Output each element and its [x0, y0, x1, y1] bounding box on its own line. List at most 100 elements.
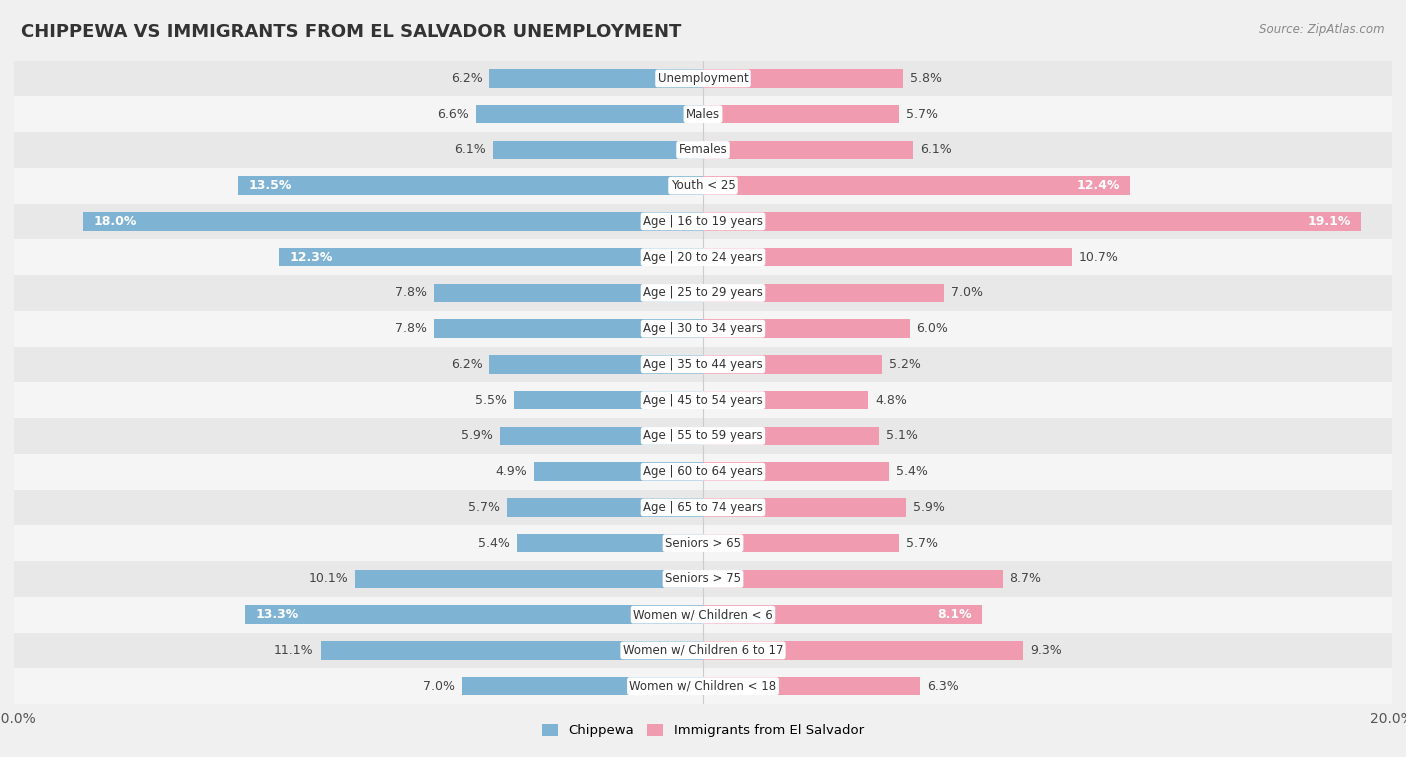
Text: 7.0%: 7.0%	[423, 680, 456, 693]
Legend: Chippewa, Immigrants from El Salvador: Chippewa, Immigrants from El Salvador	[537, 718, 869, 743]
Bar	[703, 248, 1071, 266]
Bar	[703, 569, 1002, 588]
Bar	[14, 597, 1392, 633]
Bar	[703, 319, 910, 338]
Bar	[703, 606, 981, 624]
Bar	[14, 204, 1392, 239]
Bar	[321, 641, 703, 659]
Text: 4.9%: 4.9%	[495, 465, 527, 478]
Bar	[356, 569, 703, 588]
Bar	[494, 141, 703, 159]
Text: 5.2%: 5.2%	[889, 358, 921, 371]
Text: 7.8%: 7.8%	[395, 286, 427, 300]
Bar	[703, 141, 912, 159]
Bar	[703, 427, 879, 445]
Text: 6.1%: 6.1%	[920, 143, 952, 157]
Bar	[499, 427, 703, 445]
Bar	[14, 61, 1392, 96]
Text: 5.7%: 5.7%	[468, 501, 499, 514]
Bar	[14, 239, 1392, 275]
Text: Males: Males	[686, 107, 720, 120]
Text: Women w/ Children < 6: Women w/ Children < 6	[633, 608, 773, 621]
Text: Unemployment: Unemployment	[658, 72, 748, 85]
Text: Seniors > 75: Seniors > 75	[665, 572, 741, 585]
Bar	[475, 105, 703, 123]
Text: 8.7%: 8.7%	[1010, 572, 1042, 585]
Bar	[489, 69, 703, 88]
Text: 12.4%: 12.4%	[1077, 179, 1119, 192]
Bar	[14, 347, 1392, 382]
Bar	[280, 248, 703, 266]
Text: 5.1%: 5.1%	[886, 429, 918, 442]
Bar	[14, 275, 1392, 311]
Text: Age | 25 to 29 years: Age | 25 to 29 years	[643, 286, 763, 300]
Bar	[506, 498, 703, 517]
Text: 13.3%: 13.3%	[256, 608, 298, 621]
Bar	[83, 212, 703, 231]
Bar	[434, 284, 703, 302]
Bar	[489, 355, 703, 374]
Bar	[703, 391, 869, 410]
Bar	[238, 176, 703, 195]
Bar	[513, 391, 703, 410]
Text: 19.1%: 19.1%	[1308, 215, 1351, 228]
Bar	[14, 168, 1392, 204]
Text: CHIPPEWA VS IMMIGRANTS FROM EL SALVADOR UNEMPLOYMENT: CHIPPEWA VS IMMIGRANTS FROM EL SALVADOR …	[21, 23, 682, 41]
Text: 5.8%: 5.8%	[910, 72, 942, 85]
Text: Age | 35 to 44 years: Age | 35 to 44 years	[643, 358, 763, 371]
Text: Women w/ Children 6 to 17: Women w/ Children 6 to 17	[623, 644, 783, 657]
Bar	[14, 561, 1392, 597]
Text: 5.7%: 5.7%	[907, 107, 938, 120]
Text: Source: ZipAtlas.com: Source: ZipAtlas.com	[1260, 23, 1385, 36]
Text: 10.7%: 10.7%	[1078, 251, 1118, 263]
Bar	[14, 490, 1392, 525]
Bar	[703, 105, 900, 123]
Text: Age | 55 to 59 years: Age | 55 to 59 years	[643, 429, 763, 442]
Text: 6.1%: 6.1%	[454, 143, 486, 157]
Bar	[14, 418, 1392, 453]
Text: 5.4%: 5.4%	[478, 537, 510, 550]
Text: 6.2%: 6.2%	[451, 358, 482, 371]
Bar	[245, 606, 703, 624]
Text: 6.0%: 6.0%	[917, 322, 949, 335]
Text: Age | 20 to 24 years: Age | 20 to 24 years	[643, 251, 763, 263]
Text: Youth < 25: Youth < 25	[671, 179, 735, 192]
Bar	[14, 453, 1392, 490]
Text: 10.1%: 10.1%	[308, 572, 349, 585]
Text: 7.8%: 7.8%	[395, 322, 427, 335]
Text: Age | 60 to 64 years: Age | 60 to 64 years	[643, 465, 763, 478]
Bar	[14, 132, 1392, 168]
Bar	[703, 463, 889, 481]
Text: 8.1%: 8.1%	[936, 608, 972, 621]
Text: Age | 16 to 19 years: Age | 16 to 19 years	[643, 215, 763, 228]
Text: 6.2%: 6.2%	[451, 72, 482, 85]
Bar	[703, 534, 900, 553]
Text: Age | 65 to 74 years: Age | 65 to 74 years	[643, 501, 763, 514]
Bar	[14, 382, 1392, 418]
Text: 5.9%: 5.9%	[461, 429, 494, 442]
Bar	[703, 498, 907, 517]
Text: Women w/ Children < 18: Women w/ Children < 18	[630, 680, 776, 693]
Bar	[703, 677, 920, 696]
Text: Seniors > 65: Seniors > 65	[665, 537, 741, 550]
Text: 11.1%: 11.1%	[274, 644, 314, 657]
Text: Age | 30 to 34 years: Age | 30 to 34 years	[643, 322, 763, 335]
Bar	[14, 633, 1392, 668]
Bar	[517, 534, 703, 553]
Text: 5.5%: 5.5%	[475, 394, 506, 407]
Text: Females: Females	[679, 143, 727, 157]
Text: 7.0%: 7.0%	[950, 286, 983, 300]
Bar	[434, 319, 703, 338]
Text: 6.3%: 6.3%	[927, 680, 959, 693]
Text: 13.5%: 13.5%	[249, 179, 291, 192]
Text: 9.3%: 9.3%	[1031, 644, 1062, 657]
Text: 4.8%: 4.8%	[875, 394, 907, 407]
Text: 5.9%: 5.9%	[912, 501, 945, 514]
Bar	[703, 176, 1130, 195]
Bar	[703, 355, 882, 374]
Text: 18.0%: 18.0%	[93, 215, 136, 228]
Bar	[14, 525, 1392, 561]
Text: 6.6%: 6.6%	[437, 107, 468, 120]
Text: Age | 45 to 54 years: Age | 45 to 54 years	[643, 394, 763, 407]
Text: 5.4%: 5.4%	[896, 465, 928, 478]
